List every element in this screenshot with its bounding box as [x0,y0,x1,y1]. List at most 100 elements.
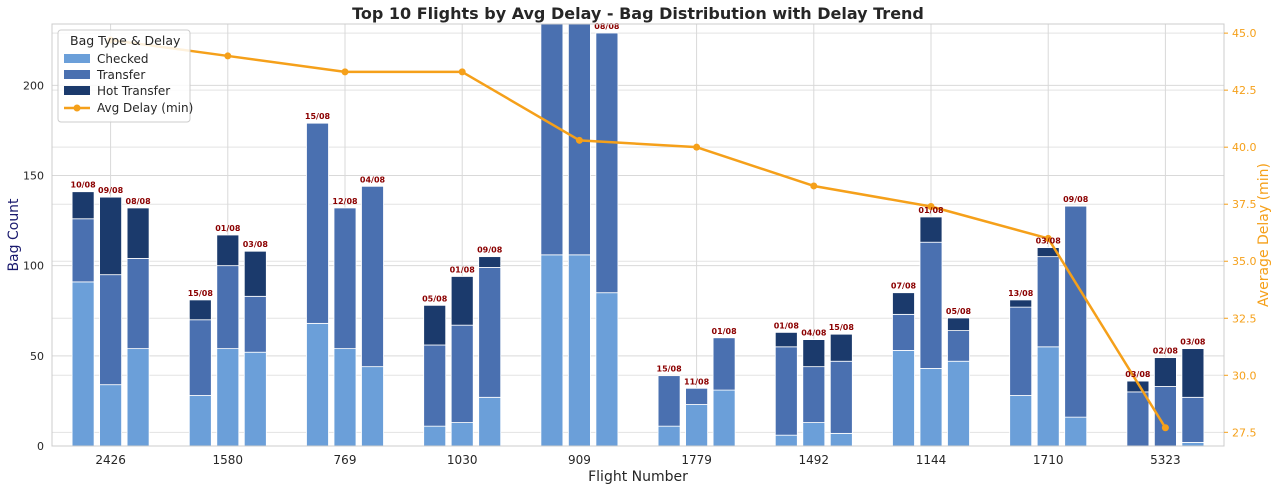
x-axis-title: Flight Number [588,469,688,485]
bar-date-label: 05/08 [946,307,972,316]
bar-transfer [1064,205,1088,418]
legend-swatch-hot-transfer [64,86,90,95]
bar-transfer [1181,396,1205,443]
y2-tick-label: 32.5 [1232,312,1257,325]
legend-label-transfer: Transfer [96,68,145,82]
bar-transfer [919,241,943,369]
delay-point [810,182,818,190]
bar-date-label: 15/08 [188,289,214,298]
bar-transfer [71,218,95,283]
delay-point [693,143,701,151]
bar-transfer [1126,391,1150,447]
bar-transfer [126,258,150,350]
bar-checked [478,396,502,447]
legend-swatch-checked [64,54,90,63]
bar-checked [333,348,357,447]
bar-date-label: 03/08 [1125,370,1151,379]
bar-transfer [333,207,357,350]
bar-checked [947,360,970,447]
y-tick-label: 50 [30,350,44,363]
x-tick-label: 1710 [1033,453,1064,467]
bar-transfer [802,366,826,423]
y2-tick-label: 30.0 [1232,369,1257,382]
bar-date-label: 01/08 [712,327,738,336]
bar-hot-transfer [99,196,122,276]
bar-checked [919,368,943,447]
y2-tick-label: 45.0 [1232,27,1257,40]
y2-tick-label: 35.0 [1232,255,1257,268]
bar-checked [1181,441,1205,447]
bar-transfer [99,274,122,386]
bar-transfer [540,23,564,256]
x-tick-label: 1144 [916,453,947,467]
bar-hot-transfer [1154,357,1177,387]
bar-hot-transfer [188,299,212,321]
bar-date-label: 15/08 [829,323,855,332]
bar-date-label: 01/08 [774,321,800,330]
bar-checked [829,432,853,447]
bar-transfer [947,330,970,362]
bar-hot-transfer [478,256,502,268]
bar-transfer [1009,306,1033,396]
bar-hot-transfer [829,333,853,362]
x-tick-label: 909 [568,453,591,467]
bar-checked [450,422,474,447]
bar-date-label: 01/08 [450,265,476,274]
bar-checked [595,292,619,447]
bar-transfer [1036,256,1060,348]
bar-date-label: 15/08 [305,112,331,121]
bar-date-label: 08/08 [594,22,620,31]
y-tick-label: 0 [37,440,44,453]
delay-point [458,68,466,76]
bars-layer [71,23,1205,447]
bar-date-label: 01/08 [215,224,241,233]
plot-frame [51,23,1225,447]
y-tick-label: 200 [23,79,44,92]
bar-checked [774,434,798,447]
delay-point [1161,424,1169,432]
bar-checked [1009,395,1033,447]
bar-transfer [450,324,474,423]
delay-point [927,202,935,210]
bar-transfer [892,313,915,351]
bar-transfer [243,295,267,353]
bar-checked [1064,416,1088,447]
bar-checked [99,384,122,447]
bar-date-label: 09/08 [98,186,124,195]
bar-date-label: 11/08 [684,377,710,386]
bar-checked [126,348,150,447]
bar-checked [71,281,95,447]
bar-checked [423,425,447,447]
bar-date-label: 09/08 [477,246,503,255]
bar-transfer [478,267,502,398]
bar-hot-transfer [423,304,447,346]
bar-hot-transfer [892,292,915,315]
delay-point [341,68,349,76]
delay-point [224,52,232,60]
y-tick-label: 150 [23,169,44,182]
bar-transfer [712,337,736,391]
chart-title: Top 10 Flights by Avg Delay - Bag Distri… [352,4,924,23]
bar-checked [892,350,915,447]
x-tick-label: 1492 [799,453,830,467]
legend-label-checked: Checked [97,52,149,66]
y2-tick-label: 42.5 [1232,84,1257,97]
bar-hot-transfer [1036,247,1060,258]
delay-line [110,38,1167,429]
bar-hot-transfer [919,216,943,243]
y2-tick-label: 40.0 [1232,141,1257,154]
bar-transfer [774,346,798,436]
bar-date-label: 02/08 [1153,347,1179,356]
bar-hot-transfer [216,234,240,267]
bar-transfer [188,319,212,396]
bar-checked [657,425,681,447]
bar-date-label: 13/08 [1008,289,1034,298]
y2-tick-label: 37.5 [1232,198,1257,211]
legend: Bag Type & Delay Checked Transfer Hot Tr… [57,29,193,123]
bar-transfer [829,360,853,434]
legend-label-hot-transfer: Hot Transfer [97,84,170,98]
bar-date-label: 09/08 [1063,195,1089,204]
bar-date-label: 04/08 [801,329,827,338]
bar-checked [216,348,240,447]
